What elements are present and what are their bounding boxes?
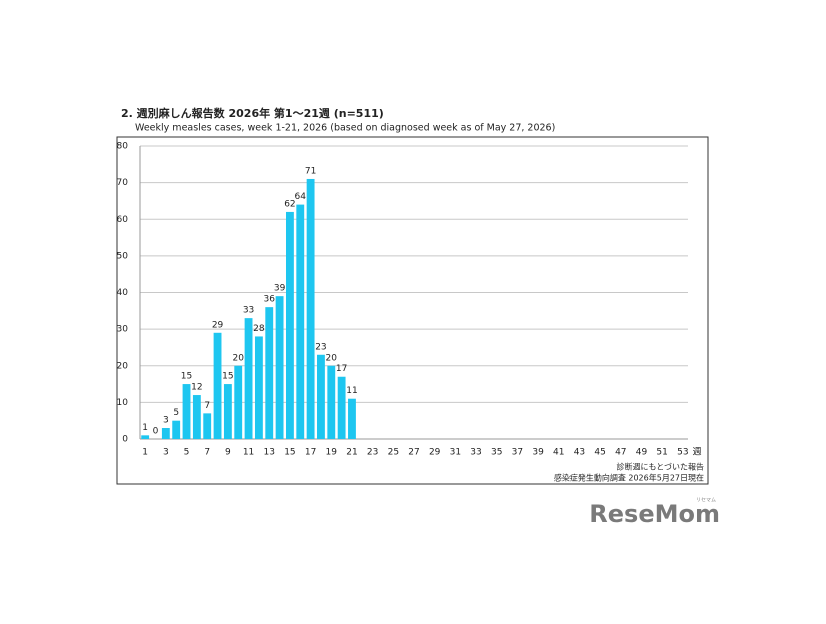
y-tick-label: 40 bbox=[117, 288, 129, 298]
bar bbox=[306, 178, 315, 439]
x-tick-label: 5 bbox=[184, 448, 190, 458]
bar bbox=[244, 318, 253, 439]
annotation: 診断週にもとづいた報告 bbox=[616, 462, 704, 472]
x-tick-label: 49 bbox=[636, 448, 648, 458]
x-tick-label: 41 bbox=[553, 448, 564, 458]
x-tick-label: 39 bbox=[532, 448, 544, 458]
bar bbox=[182, 384, 191, 439]
x-tick-label: 43 bbox=[574, 448, 585, 458]
logo: ReseMom bbox=[589, 500, 720, 528]
x-tick-label: 1 bbox=[142, 448, 148, 458]
x-tick-label: 15 bbox=[284, 448, 295, 458]
data-label: 5 bbox=[173, 408, 179, 418]
chart-subtitle: Weekly measles cases, week 1-21, 2026 (b… bbox=[135, 123, 555, 134]
bar bbox=[141, 435, 150, 439]
x-axis-label: 週 bbox=[692, 447, 701, 458]
data-label: 3 bbox=[163, 416, 169, 426]
logo-ruby: リセマム bbox=[696, 498, 716, 504]
x-tick-label: 37 bbox=[512, 448, 523, 458]
y-tick-label: 80 bbox=[117, 142, 129, 152]
x-tick-label: 27 bbox=[408, 448, 419, 458]
data-label: 20 bbox=[232, 353, 244, 363]
x-tick-label: 31 bbox=[450, 448, 461, 458]
data-label: 11 bbox=[346, 386, 357, 396]
bar bbox=[234, 365, 243, 439]
data-label: 7 bbox=[204, 401, 210, 411]
bar bbox=[213, 332, 222, 439]
data-label: 15 bbox=[181, 372, 192, 382]
data-label: 28 bbox=[253, 324, 265, 334]
bar bbox=[254, 336, 263, 439]
data-label: 23 bbox=[315, 342, 326, 352]
data-label: 20 bbox=[326, 353, 338, 363]
data-label: 71 bbox=[305, 166, 316, 176]
x-tick-label: 51 bbox=[656, 448, 667, 458]
bar bbox=[337, 376, 346, 439]
chart-frame bbox=[116, 136, 709, 485]
data-label: 33 bbox=[243, 306, 254, 316]
y-tick-label: 70 bbox=[117, 178, 129, 188]
x-tick-label: 53 bbox=[677, 448, 688, 458]
bar bbox=[348, 398, 356, 439]
x-tick-label: 13 bbox=[264, 448, 275, 458]
x-tick-label: 23 bbox=[367, 448, 378, 458]
bar bbox=[327, 365, 336, 439]
y-tick-label: 50 bbox=[117, 251, 129, 261]
data-label: 64 bbox=[295, 192, 307, 202]
x-tick-label: 11 bbox=[243, 448, 254, 458]
x-tick-label: 33 bbox=[470, 448, 481, 458]
bar bbox=[285, 211, 294, 439]
data-label: 36 bbox=[264, 295, 276, 305]
x-tick-label: 7 bbox=[204, 448, 210, 458]
data-label: 15 bbox=[222, 372, 233, 382]
data-label: 0 bbox=[153, 427, 159, 437]
y-tick-label: 60 bbox=[117, 215, 129, 225]
x-tick-label: 21 bbox=[346, 448, 357, 458]
x-tick-label: 25 bbox=[388, 448, 399, 458]
bar bbox=[296, 204, 305, 439]
bar bbox=[223, 384, 232, 439]
y-tick-label: 0 bbox=[122, 435, 128, 445]
y-tick-label: 30 bbox=[117, 325, 129, 335]
bar bbox=[265, 307, 274, 439]
y-tick-label: 20 bbox=[117, 361, 129, 371]
x-tick-label: 29 bbox=[429, 448, 441, 458]
data-label: 17 bbox=[336, 364, 347, 374]
bar bbox=[203, 413, 212, 439]
data-label: 29 bbox=[212, 320, 224, 330]
bar bbox=[172, 420, 181, 439]
data-label: 62 bbox=[284, 199, 295, 209]
bar bbox=[192, 395, 201, 439]
x-tick-label: 45 bbox=[594, 448, 605, 458]
bar bbox=[161, 428, 170, 439]
x-tick-label: 19 bbox=[326, 448, 338, 458]
x-tick-label: 3 bbox=[163, 448, 169, 458]
y-tick-label: 10 bbox=[117, 398, 129, 408]
chart-title: 2. 週別麻しん報告数 2026年 第1～21週 (n=511) bbox=[121, 106, 384, 120]
x-tick-label: 47 bbox=[615, 448, 626, 458]
data-label: 39 bbox=[274, 284, 286, 294]
x-tick-label: 17 bbox=[305, 448, 316, 458]
data-label: 1 bbox=[142, 423, 148, 433]
data-label: 12 bbox=[191, 383, 202, 393]
bar bbox=[317, 354, 325, 439]
bar bbox=[275, 296, 284, 439]
x-tick-label: 9 bbox=[225, 448, 231, 458]
x-tick-label: 35 bbox=[491, 448, 502, 458]
annotation: 感染症発生動向調査 2026年5月27日現在 bbox=[554, 473, 704, 483]
